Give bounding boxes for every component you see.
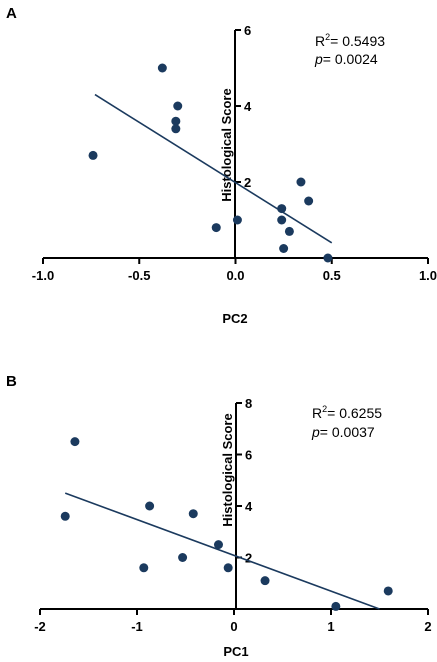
panel-a-data-point [277,215,287,225]
panel-b-x-tick-label: 0 [230,619,237,634]
panel-b-r2-prefix: R [312,405,322,421]
panel-a-p-label: p [314,51,323,67]
panel-a-x-tick-label: -1.0 [32,268,54,283]
panel-a-x-tick-label: -0.5 [128,268,150,283]
panel-a-r2-prefix: R [315,33,325,49]
panel-a-y-ticks: 2 4 6 [235,23,252,190]
panel-a-label: A [6,5,17,22]
panel-b-data-point [260,576,270,586]
panel-b-data-point [178,553,188,562]
panel-b-data-point [188,509,198,519]
panel-b-r2-sup: 2 [322,404,327,414]
panel-b-fit-line [64,492,380,610]
panel-b-y-tick-label: 2 [245,551,252,566]
panel-b-x-tick-label: -1 [131,619,143,634]
panel-b-data-point [60,511,70,521]
panel-b-y-tick-label: 4 [245,499,253,514]
panel-a-data-point [157,63,167,73]
panel-b-x-ticks: -2 -1 0 1 2 [34,609,432,634]
panel-a-data-point [277,204,287,214]
panel-b-x-tick-label: -2 [34,619,46,634]
panel-a-data-point [279,244,289,253]
panel-b-data-point [213,540,223,550]
panel-b-data-point [145,501,155,511]
panel-a-data-point [323,253,333,263]
panel-a: A -1.0 -0.5 0.0 0.5 1.0 2 4 6 PC2 Histological… [6,5,437,326]
panel-b-p: p= 0.0037 [311,424,375,440]
panel-a-points [88,63,333,263]
panel-b-data-point [331,601,341,611]
panel-a-x-label: PC2 [222,311,247,326]
panel-b-data-point [139,563,149,573]
panel-a-data-point [284,226,294,236]
panel-a-y-tick-label: 6 [244,23,251,38]
panel-b-points [60,437,393,611]
panel-b-x-tick-label: 2 [424,619,431,634]
panel-a-data-point [304,196,314,206]
panel-a-r2-value: = 0.5493 [330,33,385,49]
panel-a-data-point [173,101,183,111]
panel-a-y-tick-label: 4 [244,99,252,114]
panel-a-p: p= 0.0024 [314,51,378,67]
panel-a-data-point [171,116,181,126]
panel-b-data-point [70,437,80,447]
panel-a-x-tick-label: 1.0 [419,268,437,283]
panel-b-label: B [6,373,17,390]
panel-a-data-point [232,215,242,225]
panel-b-y-label: Histological Score [220,413,235,526]
panel-b-y-ticks: 2 4 6 8 [236,396,253,566]
panel-a-data-point [296,177,306,187]
panel-a-x-ticks: -1.0 -0.5 0.0 0.5 1.0 [32,258,437,283]
panel-b-p-label: p [311,424,320,440]
panel-a-y-label: Histological Score [219,88,234,201]
panel-a-r2-sup: 2 [325,32,330,42]
panel-b-r2-value: = 0.6255 [327,405,382,421]
panel-a-p-value: = 0.0024 [323,51,378,67]
panel-a-y-tick-label: 2 [244,175,251,190]
panel-b-data-point [223,563,233,573]
panel-a-data-point [171,124,181,134]
panel-b-y-tick-label: 8 [245,396,252,411]
panel-a-data-point [211,223,221,233]
panel-b-data-point [383,586,393,596]
panel-a-x-tick-label: 0.0 [226,268,244,283]
panel-b-x-label: PC1 [223,644,248,659]
panel-b-r2: R2= 0.6255 [312,404,382,421]
panel-b-p-value: = 0.0037 [320,424,375,440]
panel-b-x-tick-label: 1 [327,619,334,634]
panel-a-data-point [88,150,98,160]
panel-a-fit-line [94,93,333,244]
panel-a-r2: R2= 0.5493 [315,32,385,49]
panel-b-y-tick-label: 6 [245,448,252,463]
panel-a-x-tick-label: 0.5 [323,268,341,283]
